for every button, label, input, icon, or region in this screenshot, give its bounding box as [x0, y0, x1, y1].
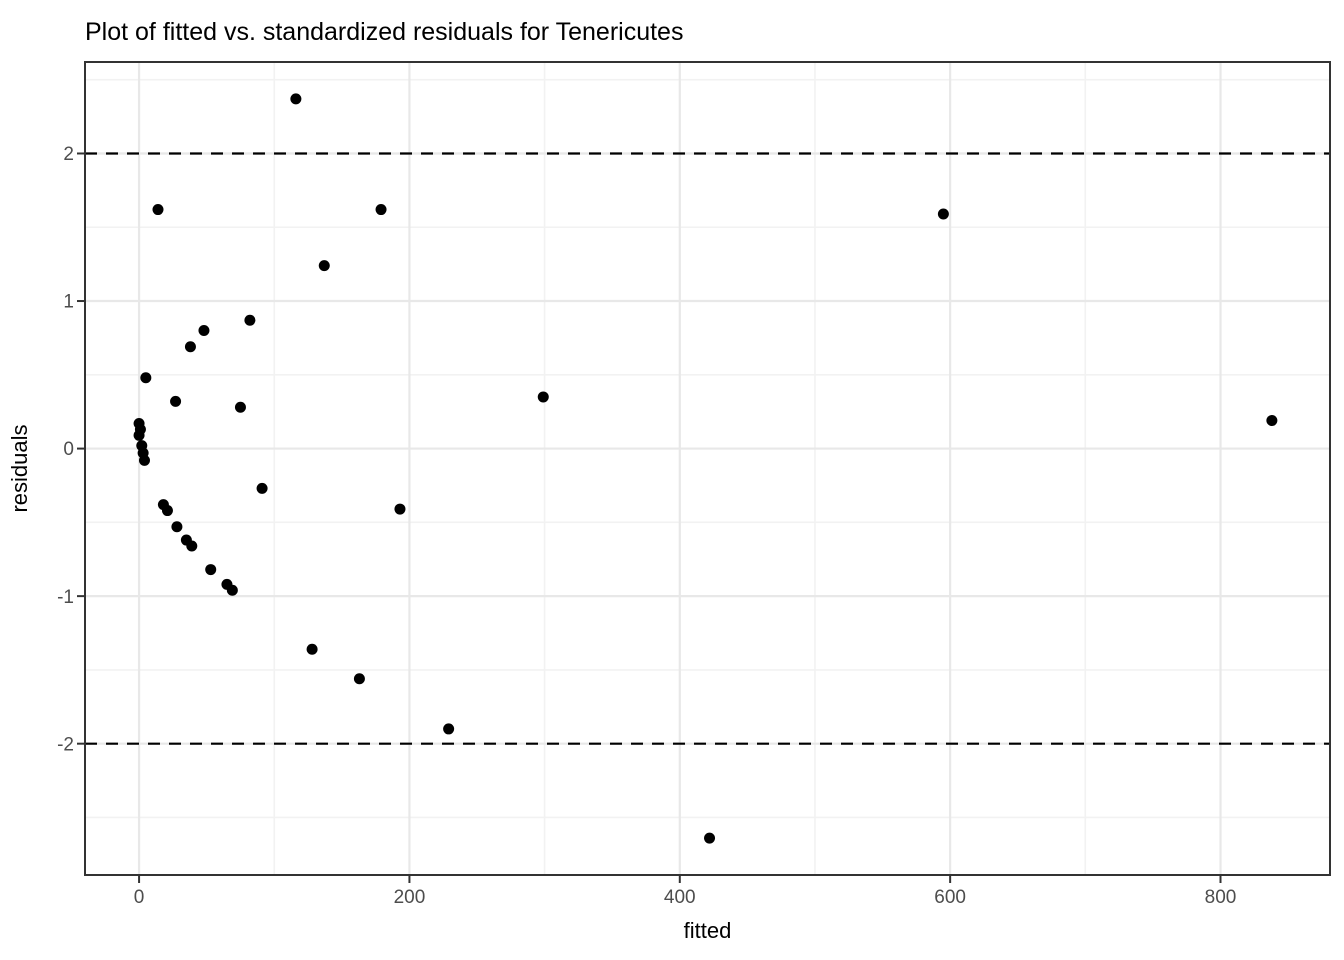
data-point — [198, 325, 210, 337]
minor-gridlines — [85, 62, 1330, 875]
y-tick-label: -2 — [57, 734, 74, 755]
axis-tick-labels: 0 200 400 600 800 2 1 0 -1 -2 — [57, 144, 1236, 908]
data-point — [244, 314, 256, 326]
data-point — [394, 503, 406, 515]
data-point — [152, 204, 164, 216]
data-point — [306, 643, 318, 655]
data-point — [234, 401, 246, 413]
data-point — [290, 93, 302, 105]
x-tick-label: 0 — [134, 887, 145, 908]
data-point — [537, 391, 549, 403]
x-axis-title: fitted — [684, 918, 732, 943]
data-points-group — [133, 93, 1278, 844]
x-tick-label: 600 — [934, 887, 966, 908]
data-point — [1266, 415, 1278, 427]
data-point — [138, 454, 150, 466]
y-tick-label: 2 — [63, 144, 74, 165]
x-tick-label: 400 — [664, 887, 696, 908]
data-point — [171, 521, 183, 533]
reference-dashed-lines — [85, 152, 1330, 745]
data-point — [186, 540, 198, 552]
data-point — [161, 505, 173, 517]
data-point — [140, 372, 152, 384]
data-point — [937, 208, 949, 220]
data-point — [205, 564, 217, 576]
data-point — [256, 482, 268, 494]
y-tick-label: 0 — [63, 439, 74, 460]
chart-title: Plot of fitted vs. standardized residual… — [85, 18, 683, 46]
data-point — [170, 395, 182, 407]
y-axis-title: residuals — [7, 424, 32, 512]
data-point — [353, 673, 365, 685]
major-gridlines — [85, 62, 1330, 875]
x-tick-label: 800 — [1205, 887, 1237, 908]
data-point — [133, 429, 145, 441]
data-point — [318, 260, 330, 272]
data-point — [226, 584, 238, 596]
y-tick-label: -1 — [57, 587, 74, 608]
x-tick-label: 200 — [394, 887, 426, 908]
y-tick-label: 1 — [63, 292, 74, 313]
panel-border — [84, 61, 1331, 876]
data-point — [375, 204, 387, 216]
data-point — [704, 832, 716, 844]
data-point — [184, 341, 196, 353]
data-point — [443, 723, 455, 735]
axis-tick-marks — [77, 152, 1222, 883]
